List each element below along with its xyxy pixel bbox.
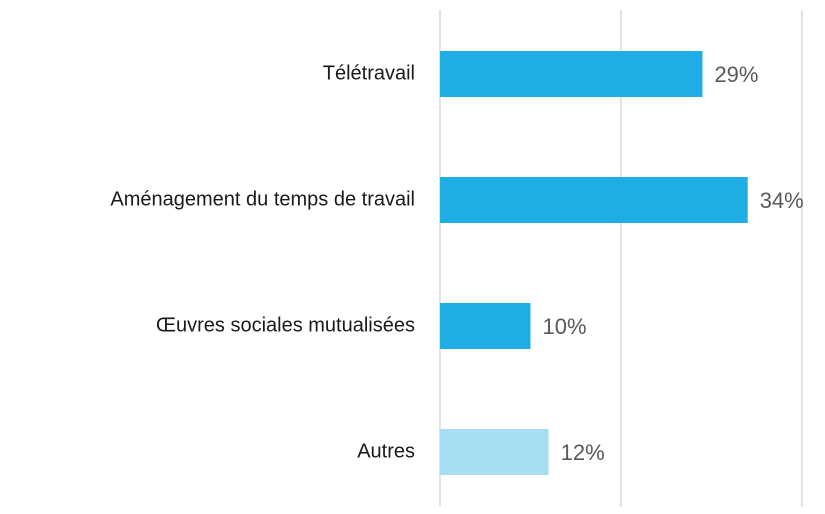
value-label: 10% bbox=[543, 314, 587, 339]
category-label: Aménagement du temps de travail bbox=[110, 188, 415, 210]
category-label: Télétravail bbox=[323, 62, 415, 84]
bar bbox=[440, 429, 549, 475]
value-label: 34% bbox=[760, 188, 804, 213]
value-label: 29% bbox=[714, 62, 758, 87]
bar bbox=[440, 303, 531, 349]
bar bbox=[440, 51, 703, 97]
category-label: Autres bbox=[357, 440, 415, 462]
value-label: 12% bbox=[561, 440, 605, 465]
bar bbox=[440, 177, 748, 223]
category-label: Œuvres sociales mutualisées bbox=[156, 314, 415, 336]
